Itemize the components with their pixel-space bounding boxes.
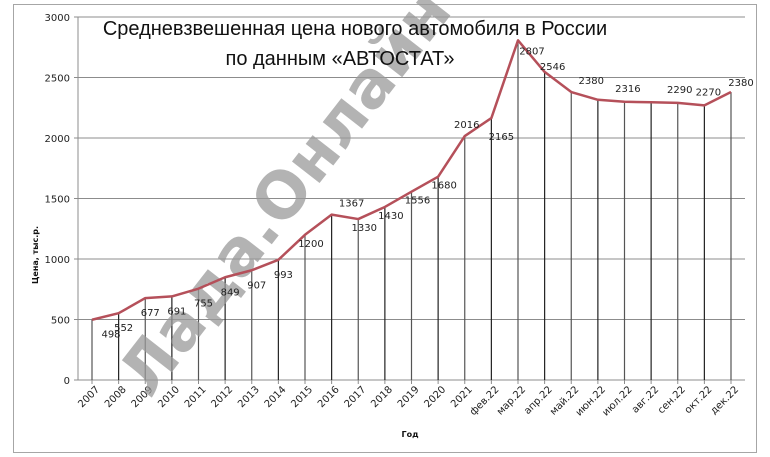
x-tick-label: июл.22 bbox=[601, 384, 635, 418]
data-label: 677 bbox=[141, 308, 160, 319]
data-label: 2380 bbox=[728, 78, 753, 89]
x-tick-label: авг.22 bbox=[630, 384, 661, 415]
y-tick-label: 0 bbox=[64, 376, 70, 387]
data-label: 907 bbox=[247, 280, 266, 291]
y-axis-tick-labels: 0 500 1000 1500 2000 2500 3000 bbox=[45, 13, 70, 387]
data-label: 2290 bbox=[667, 85, 692, 96]
data-label: 1680 bbox=[431, 181, 456, 192]
x-tick-label: 2018 bbox=[369, 384, 395, 410]
data-label: 2380 bbox=[579, 76, 604, 87]
data-label: 755 bbox=[194, 299, 213, 310]
data-label: 2546 bbox=[540, 62, 565, 73]
data-label: 1430 bbox=[378, 211, 403, 222]
chart-title-line-1: Средневзвешенная цена нового автомобиля … bbox=[103, 18, 607, 40]
data-label: 1367 bbox=[339, 199, 364, 210]
x-tick-label: дек.22 bbox=[709, 384, 742, 417]
x-tick-label: 2019 bbox=[396, 384, 422, 410]
x-tick-label: мар.22 bbox=[495, 384, 528, 417]
y-axis-title: Цена, тыс.р. bbox=[31, 226, 40, 284]
horizontal-gridlines bbox=[74, 16, 745, 381]
data-label: 1330 bbox=[352, 223, 377, 234]
x-tick-label: 2015 bbox=[289, 384, 315, 410]
data-label: 552 bbox=[114, 323, 133, 334]
x-tick-label: 2016 bbox=[316, 384, 342, 410]
data-label: 498 bbox=[101, 330, 120, 341]
x-tick-label: фев.22 bbox=[468, 384, 502, 418]
data-label: 691 bbox=[167, 306, 186, 317]
x-tick-label: 2013 bbox=[236, 384, 262, 410]
y-tick-label: 500 bbox=[51, 316, 70, 327]
data-label: 993 bbox=[274, 270, 293, 281]
data-label: 2316 bbox=[615, 84, 640, 95]
y-tick-label: 2000 bbox=[45, 134, 70, 145]
data-label: 2807 bbox=[519, 46, 544, 57]
chart-title-line-2: по данным «АВТОСТАТ» bbox=[226, 48, 455, 70]
x-tick-label: 2011 bbox=[183, 384, 209, 410]
x-tick-label: 2017 bbox=[343, 384, 369, 410]
data-label: 849 bbox=[221, 287, 240, 298]
x-tick-label: 2008 bbox=[103, 384, 129, 410]
x-tick-label: 2020 bbox=[422, 384, 448, 410]
x-axis-title: Год bbox=[401, 430, 419, 439]
data-label: 2165 bbox=[489, 132, 514, 143]
y-tick-label: 1500 bbox=[45, 195, 70, 206]
vertical-drop-lines bbox=[91, 40, 732, 384]
price-line bbox=[91, 39, 732, 321]
data-label: 1556 bbox=[405, 196, 430, 207]
data-label: 2016 bbox=[454, 120, 479, 131]
x-tick-label: 2012 bbox=[209, 384, 235, 410]
x-tick-label: 2007 bbox=[76, 384, 102, 410]
x-tick-label: сен.22 bbox=[656, 384, 688, 416]
y-tick-label: 2500 bbox=[45, 74, 70, 85]
y-tick-label: 1000 bbox=[45, 255, 70, 266]
y-tick-label: 3000 bbox=[45, 13, 70, 24]
data-label: 1200 bbox=[298, 239, 323, 250]
x-tick-label: 2014 bbox=[263, 384, 289, 410]
data-label: 2270 bbox=[696, 87, 721, 98]
